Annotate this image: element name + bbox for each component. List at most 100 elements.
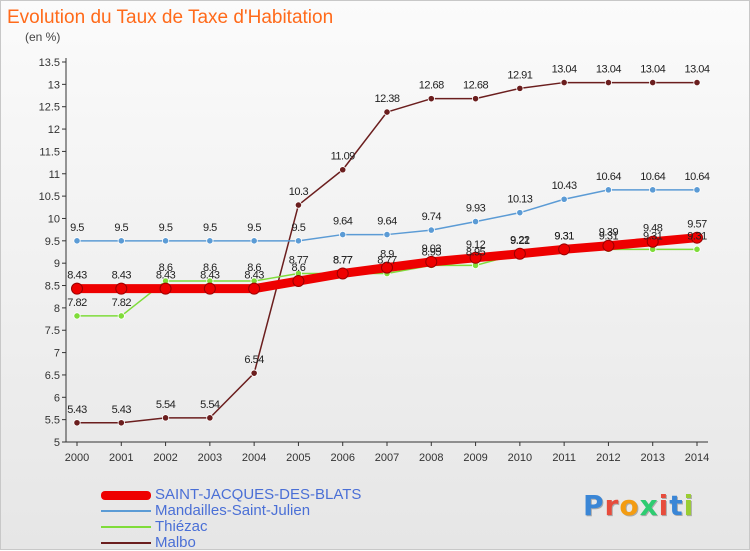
data-label: 9.5 [203,222,217,234]
data-label: 8.6 [159,262,173,274]
data-point [248,282,261,295]
data-label: 9.22 [510,234,530,246]
x-tick-label: 2009 [463,452,487,464]
data-label: 9.5 [70,222,84,234]
data-point [427,226,435,234]
data-label: 9.5 [292,222,306,234]
data-point [693,186,701,194]
data-point [469,251,482,264]
data-label: 8.77 [333,254,353,266]
data-label: 9.64 [333,216,353,228]
y-tick-label: 7 [54,348,60,360]
data-point [73,312,81,320]
data-point [117,237,125,245]
legend-item: Malbo [101,535,361,551]
data-point [117,419,125,427]
legend-label: SAINT-JACQUES-DES-BLATS [155,486,362,503]
x-tick-label: 2002 [153,452,177,464]
data-point [292,275,305,288]
data-point [516,209,524,217]
data-label: 9.31 [687,230,707,242]
y-tick-label: 6 [54,392,60,404]
proxiti-logo: Proxiti [583,489,694,522]
data-point [427,95,435,103]
logo-letter: P [583,489,605,522]
y-tick-label: 12 [48,124,60,136]
data-point [516,84,524,92]
data-point [71,282,83,295]
logo-letter: i [658,489,670,522]
data-label: 8.43 [67,270,87,282]
data-point [294,201,303,209]
x-tick-label: 2006 [330,452,354,464]
data-label: 12.68 [463,80,488,92]
data-point [339,166,347,174]
data-point [383,230,391,239]
legend-item: Mandailles-Saint-Julien [101,503,361,519]
data-point [602,239,615,252]
x-tick-label: 2008 [419,452,443,464]
data-label: 8.95 [422,246,442,258]
legend-label: Malbo [155,534,196,551]
data-label: 9.31 [554,230,574,242]
data-label: 8.6 [247,262,261,274]
logo-letter: i [683,489,695,522]
data-point [693,78,701,87]
logo-letter: o [619,489,640,522]
logo-letter: x [639,489,659,522]
data-label: 13.04 [640,64,665,76]
data-label: 9.39 [599,227,619,239]
data-label: 9.74 [422,211,442,223]
y-tick-label: 10.5 [39,191,60,203]
data-point [159,282,172,295]
data-point [294,237,303,245]
data-label: 9.5 [247,222,261,234]
x-tick-label: 2010 [508,452,532,464]
data-label: 9.31 [554,230,574,242]
data-label: 5.43 [112,404,132,416]
data-point [161,237,170,245]
y-tick-label: 11.5 [39,146,60,158]
data-point [558,243,571,256]
data-point [649,78,657,87]
data-label: 8.77 [377,254,397,266]
y-tick-label: 6.5 [45,370,60,382]
data-label: 13.04 [552,64,577,76]
y-tick-label: 8.5 [45,281,60,293]
data-label: 7.82 [112,297,132,309]
y-tick-label: 5.5 [45,415,60,427]
data-point [206,237,214,245]
data-label: 10.43 [552,180,577,192]
y-tick-label: 10 [48,213,60,225]
data-label: 5.43 [67,404,87,416]
data-label: 7.82 [67,297,87,309]
data-point [339,230,347,239]
data-point [649,186,657,194]
data-label: 12.68 [419,80,444,92]
chart-subtitle: (en %) [25,30,61,44]
data-point [206,414,214,422]
legend-item: Thiézac [101,519,361,535]
data-label: 8.95 [466,246,486,258]
y-tick-label: 12.5 [39,102,60,114]
data-label: 13.04 [684,64,709,76]
chart-legend: SAINT-JACQUES-DES-BLATS Mandailles-Saint-… [101,487,361,551]
data-label: 5.54 [200,399,220,411]
data-point [203,282,216,295]
data-point [646,235,659,248]
data-point [425,255,438,268]
data-label: 8.43 [112,270,132,282]
y-tick-label: 7.5 [45,325,60,337]
data-point [691,231,703,244]
x-tick-label: 2013 [640,452,664,464]
data-label: 9.57 [687,219,707,231]
data-point [693,245,701,253]
y-tick-label: 9 [54,258,60,270]
data-label: 9.31 [643,230,663,242]
x-tick-label: 2005 [286,452,310,464]
data-point [383,108,391,116]
legend-item: SAINT-JACQUES-DES-BLATS [101,487,361,503]
data-label: 8.77 [289,254,309,266]
